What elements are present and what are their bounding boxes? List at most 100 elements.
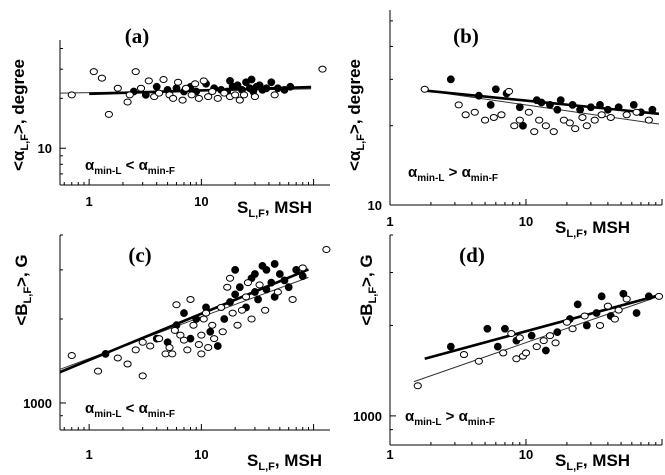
data-point-open (614, 306, 623, 314)
y-tick-label: 10 (368, 198, 382, 213)
data-point-open (208, 321, 217, 329)
data-point-filled (213, 342, 222, 350)
data-point-open (247, 315, 256, 323)
fit-thin-line (430, 90, 660, 125)
data-point-filled (280, 276, 289, 285)
data-point-open (67, 351, 76, 359)
data-point-open (217, 303, 226, 311)
data-point-open (521, 349, 531, 357)
data-point-open (622, 295, 631, 303)
data-point-filled (573, 300, 582, 309)
data-point-filled (515, 103, 524, 112)
data-point-open (515, 334, 524, 342)
data-point-open (197, 331, 206, 339)
data-point-open (131, 68, 140, 76)
data-point-filled (501, 324, 509, 333)
data-point-filled (614, 103, 623, 112)
data-point-open (273, 288, 282, 296)
y-axis-title: <αL,F>, degree (9, 59, 31, 171)
data-point-filled (483, 324, 492, 333)
data-point-filled (262, 84, 271, 93)
data-point-open (204, 93, 213, 101)
data-point-filled (298, 272, 307, 280)
data-point-open (210, 335, 219, 343)
data-point-open (189, 321, 198, 329)
data-point-open (181, 84, 191, 92)
data-point-filled (270, 260, 279, 268)
data-point-filled (101, 349, 110, 358)
data-point-filled (226, 76, 234, 85)
data-point-filled (586, 103, 595, 112)
data-point-filled (596, 100, 604, 109)
data-point-filled (152, 82, 161, 91)
data-point-open (270, 91, 279, 99)
y-tick-label: 1000 (23, 396, 52, 411)
data-point-open (507, 330, 516, 338)
data-point-open (67, 91, 76, 99)
data-point-open (590, 116, 599, 124)
data-point-open (213, 94, 222, 102)
x-tick-label: 1 (386, 214, 393, 229)
data-point-open (580, 312, 589, 320)
data-point-open (170, 326, 179, 334)
data-point-open (201, 309, 211, 317)
x-tick-label: 1 (86, 194, 93, 209)
data-point-filled (235, 283, 244, 292)
data-point-open (144, 77, 153, 85)
data-point-filled (262, 285, 271, 294)
x-tick-label: 10 (194, 194, 208, 209)
data-point-open (231, 91, 240, 99)
data-point-open (178, 96, 187, 104)
data-point-open (183, 346, 192, 354)
data-point-filled (180, 309, 188, 317)
data-point-filled (251, 270, 259, 278)
data-point-filled (233, 81, 242, 90)
data-point-open (532, 343, 541, 351)
data-point-filled (206, 327, 215, 336)
data-point-open (654, 292, 664, 300)
data-point-filled (280, 85, 289, 94)
data-point-open (480, 116, 490, 124)
data-point-open (123, 98, 132, 106)
data-point-open (510, 122, 519, 130)
data-point-filled (537, 98, 546, 107)
data-point-open (322, 245, 331, 253)
data-point-open (138, 338, 147, 346)
data-point-open (571, 125, 580, 133)
data-point-filled (192, 315, 201, 323)
data-point-filled (231, 290, 240, 299)
data-point-filled (568, 100, 577, 109)
data-point-open (250, 93, 260, 101)
data-point-open (261, 306, 270, 314)
data-point-filled (592, 309, 601, 317)
data-point-filled (267, 78, 276, 87)
y-axis-title: <BL,F>, G (12, 254, 34, 325)
x-tick-label: 1 (86, 447, 93, 462)
data-point-open (233, 321, 242, 329)
data-point-open (113, 354, 122, 362)
panel-label: (a) (125, 24, 150, 48)
panel-d: 1 10 1000 (d) <BL,F>, G SL,F, MSH αmin-L > αmi… (353, 234, 664, 473)
data-point-open (113, 84, 122, 92)
data-point-filled (597, 292, 606, 301)
data-point-open (515, 116, 524, 124)
panel-b: 1 10 10 (b) <αL,F>, degree SL,F, MSH αmin-L > … (345, 10, 663, 240)
panel-a: 1 10 10 (a) <αL,F>, degree SL,F, MSH αmin-L < … (9, 24, 330, 220)
data-point-filled (254, 295, 262, 304)
data-point-open (541, 122, 550, 130)
data-point-filled (292, 265, 301, 274)
data-point-open (644, 116, 653, 124)
data-point-filled (474, 91, 483, 100)
data-point-open (191, 80, 200, 88)
data-point-open (173, 78, 183, 86)
data-point-open (93, 367, 103, 375)
data-point-open (470, 108, 479, 116)
data-point-open (535, 116, 544, 124)
data-point-filled (556, 96, 565, 105)
data-point-open (208, 87, 217, 95)
data-point-open (578, 113, 587, 121)
data-point-filled (275, 270, 284, 278)
data-point-filled (603, 105, 612, 114)
data-point-filled (247, 75, 256, 84)
data-point-filled (286, 82, 295, 91)
